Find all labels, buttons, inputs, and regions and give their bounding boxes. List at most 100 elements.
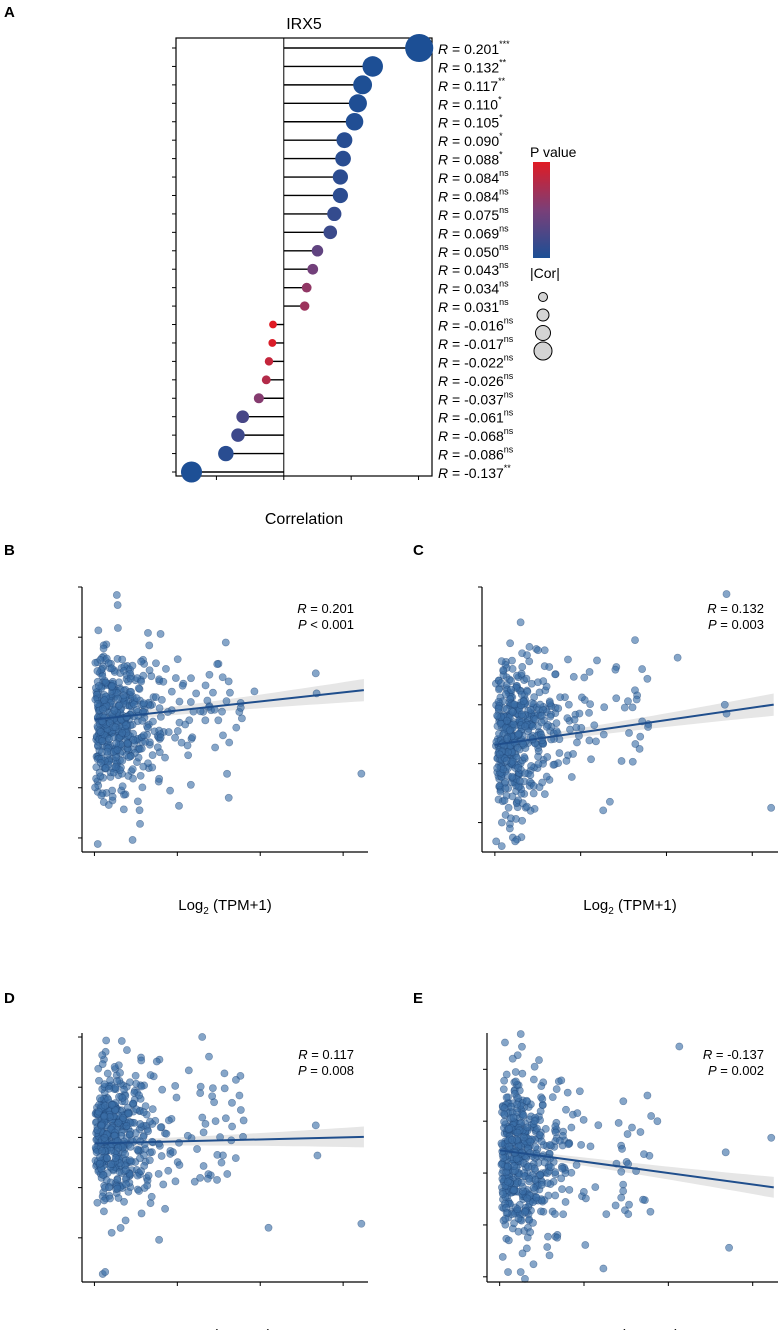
scatter-point bbox=[593, 656, 601, 665]
regression-line bbox=[94, 1135, 364, 1145]
scatter-point bbox=[494, 704, 503, 713]
scatter-point bbox=[157, 1152, 166, 1160]
scatter-point bbox=[187, 674, 195, 683]
scatter-point bbox=[96, 727, 105, 736]
panel-label-a: A bbox=[4, 4, 15, 21]
scatter-point bbox=[586, 700, 595, 708]
r-value-label: R = -0.061ns bbox=[438, 408, 514, 426]
scatter-point bbox=[220, 1084, 229, 1093]
scatter-point bbox=[154, 1169, 163, 1178]
scatter-point bbox=[497, 679, 505, 687]
scatter-point bbox=[493, 711, 501, 720]
scatter-point bbox=[549, 760, 558, 769]
scatter-point bbox=[95, 1076, 103, 1085]
scatter-point bbox=[587, 755, 595, 764]
scatter-point bbox=[535, 1131, 544, 1139]
scatter-point bbox=[514, 1214, 523, 1223]
scatter-point bbox=[144, 629, 152, 637]
scatter-point bbox=[646, 1207, 655, 1216]
scatter-point bbox=[518, 1069, 527, 1078]
size-legend-circle bbox=[536, 308, 550, 322]
scatter-point bbox=[236, 703, 245, 712]
scatter-point bbox=[96, 1094, 104, 1103]
stats-p: P = 0.002 bbox=[708, 1063, 764, 1078]
scatter-point bbox=[239, 1116, 248, 1125]
scatter-point bbox=[557, 1076, 566, 1085]
scatter-point bbox=[127, 687, 136, 696]
scatter-point bbox=[540, 646, 549, 655]
scatter-point bbox=[190, 1177, 199, 1186]
scatter-point bbox=[618, 1145, 626, 1153]
scatter-point bbox=[551, 1128, 560, 1137]
r-value-label: R = 0.090* bbox=[438, 131, 503, 149]
scatter-point bbox=[564, 1140, 573, 1149]
scatter-point bbox=[536, 700, 545, 709]
scatter-point bbox=[203, 1174, 212, 1183]
scatter-point bbox=[563, 1088, 572, 1097]
scatter-point bbox=[223, 1170, 232, 1178]
scatter-point bbox=[108, 792, 117, 801]
scatter-point bbox=[93, 667, 102, 675]
scatter-point bbox=[110, 1062, 119, 1071]
scatter-point bbox=[213, 1150, 222, 1159]
scatter-point bbox=[527, 699, 536, 707]
scatter-point bbox=[526, 1228, 535, 1237]
scatter-point bbox=[628, 703, 637, 712]
scatter-point bbox=[145, 1117, 154, 1126]
scatter-point bbox=[546, 712, 555, 721]
r-value-label: R = 0.043ns bbox=[438, 260, 509, 278]
scatter-point bbox=[155, 774, 164, 783]
scatter-point bbox=[505, 1142, 514, 1151]
cor-point bbox=[323, 225, 338, 240]
scatter-point bbox=[619, 1180, 628, 1189]
scatter-point bbox=[579, 1115, 588, 1124]
scatter-point bbox=[188, 733, 197, 742]
scatter-point bbox=[503, 1177, 512, 1186]
scatter-point bbox=[543, 753, 552, 761]
scatter-point bbox=[517, 669, 526, 678]
scatter-point bbox=[152, 659, 160, 668]
scatter-point bbox=[519, 1133, 528, 1142]
scatter-point bbox=[516, 1030, 525, 1038]
r-value-label: R = -0.037ns bbox=[438, 389, 514, 407]
scatter-point bbox=[196, 1173, 205, 1182]
scatter-point bbox=[517, 1178, 526, 1187]
scatter-point bbox=[148, 751, 157, 760]
scatter-point bbox=[513, 744, 522, 752]
scatter-point bbox=[537, 1207, 545, 1216]
scatter-point bbox=[139, 731, 148, 740]
cor-point bbox=[345, 112, 364, 131]
scatter-point bbox=[226, 688, 234, 697]
scatter-point bbox=[101, 1101, 109, 1110]
scatter-point bbox=[623, 1130, 632, 1138]
scatter-point bbox=[528, 722, 537, 731]
scatter-point bbox=[653, 1117, 662, 1126]
scatter-point bbox=[311, 1121, 320, 1130]
scatter-point bbox=[580, 673, 589, 682]
scatter-point bbox=[224, 793, 233, 802]
scatter-point bbox=[523, 687, 532, 696]
stats-r: R = 0.117 bbox=[298, 1047, 354, 1062]
scatter-point bbox=[94, 626, 103, 635]
scatter-point bbox=[564, 700, 573, 709]
scatter-point bbox=[97, 1121, 106, 1130]
scatter-point bbox=[581, 1241, 590, 1249]
scatter-point bbox=[506, 639, 515, 648]
scatter-point bbox=[222, 697, 231, 705]
scatter-point bbox=[199, 1128, 208, 1137]
cor-point bbox=[311, 245, 324, 257]
scatter-point bbox=[537, 711, 546, 720]
scatter-point bbox=[105, 735, 113, 743]
scatter-point bbox=[526, 1137, 535, 1146]
scatter-point bbox=[128, 765, 137, 774]
scatter-point bbox=[508, 792, 517, 801]
scatter-point bbox=[183, 1131, 192, 1140]
scatter-point bbox=[585, 736, 594, 745]
scatter-point bbox=[543, 1179, 552, 1188]
scatter-point bbox=[631, 636, 639, 644]
scatter-point bbox=[519, 697, 528, 706]
scatter-point bbox=[111, 723, 120, 732]
scatter-point bbox=[501, 690, 510, 699]
scatter-point bbox=[542, 772, 551, 781]
scatter-point bbox=[110, 706, 119, 715]
